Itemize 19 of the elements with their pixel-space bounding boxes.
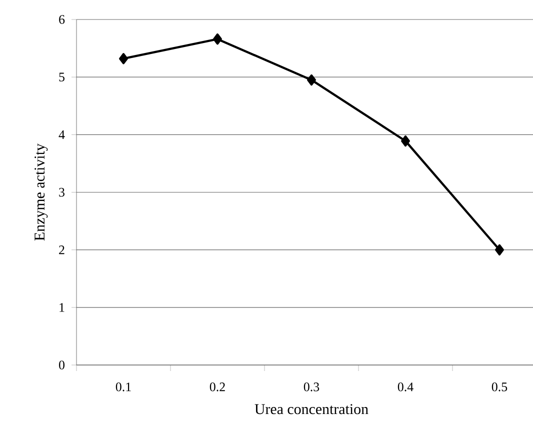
y-tick-label: 2	[59, 246, 64, 254]
x-tick-label: 0.1	[116, 382, 131, 392]
x-tick-label: 0.4	[398, 382, 414, 392]
x-tick-label: 0.2	[210, 382, 225, 392]
point	[213, 34, 222, 45]
y-tick-label: 6	[59, 15, 65, 24]
y-tick-label: 5	[59, 72, 64, 82]
x-tick-label: 0.3	[304, 382, 320, 392]
y-tick-label: 3	[59, 188, 64, 197]
x-axis-title: Urea concentration	[254, 404, 368, 414]
point	[401, 135, 410, 147]
y-tick-label: 1	[60, 303, 64, 312]
x-tick-label: 0.5	[492, 382, 508, 392]
point	[307, 74, 316, 86]
point	[495, 244, 504, 256]
y-tick-label: 4	[58, 130, 65, 139]
y-tick-label: 0	[59, 360, 64, 370]
point	[119, 53, 128, 64]
y-axis-title: Enzyme activity	[34, 144, 48, 241]
